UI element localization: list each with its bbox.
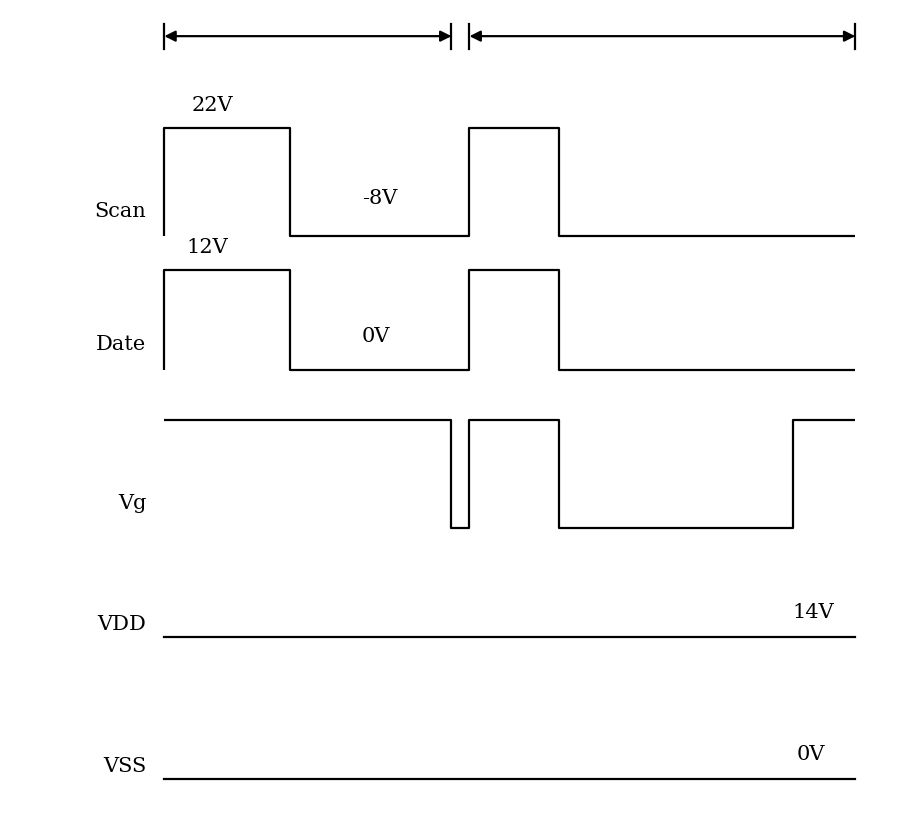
Text: Vg: Vg xyxy=(118,494,146,513)
Text: 12V: 12V xyxy=(187,239,228,257)
Text: VSS: VSS xyxy=(103,757,146,776)
Text: 0V: 0V xyxy=(362,327,390,346)
Text: Scan: Scan xyxy=(95,202,146,221)
Text: -8V: -8V xyxy=(362,189,397,208)
Text: 22V: 22V xyxy=(191,97,233,115)
Text: VDD: VDD xyxy=(97,615,146,634)
Text: 14V: 14V xyxy=(792,603,833,622)
Text: 0V: 0V xyxy=(796,745,824,764)
Text: Date: Date xyxy=(96,335,146,354)
